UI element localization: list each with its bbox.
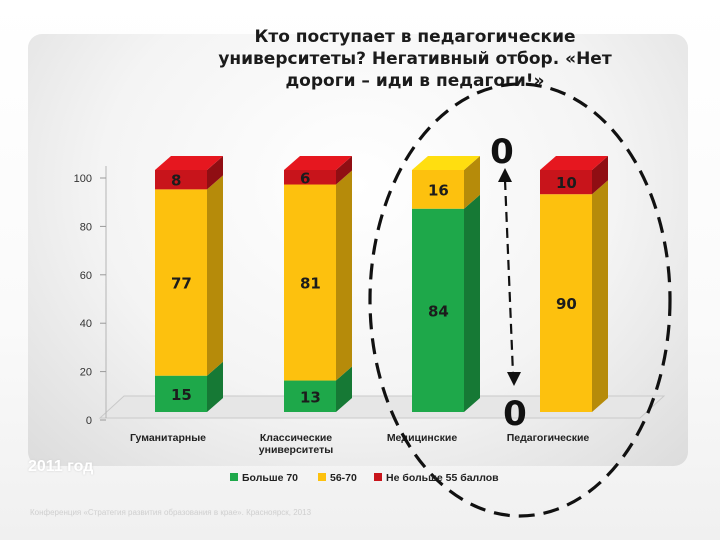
legend-swatch — [374, 473, 382, 481]
bar-top-cap — [284, 156, 352, 170]
bar-segment-side — [336, 366, 352, 412]
data-label: 16 — [428, 181, 449, 199]
title-line-1: Кто поступает в педагогические — [254, 27, 576, 47]
bar-segment-side — [207, 156, 223, 190]
bar-top-cap — [412, 156, 480, 170]
legend-swatch — [230, 473, 238, 481]
bar-segment — [540, 194, 592, 412]
bar-segment-side — [207, 175, 223, 376]
bar-segment-side — [592, 180, 608, 412]
bar-segment-side — [592, 156, 608, 195]
category-label: Классические — [260, 432, 332, 444]
bar-segment-side — [464, 194, 480, 412]
data-label: 10 — [556, 174, 577, 192]
y-tick-label: 100 — [74, 173, 92, 185]
data-label: 77 — [171, 275, 192, 293]
bar-segment — [284, 380, 336, 412]
zero-annotation-bottom: 0 — [503, 394, 527, 434]
data-label: 90 — [556, 295, 577, 313]
data-label: 15 — [171, 386, 192, 404]
legend-label: 56-70 — [330, 472, 357, 484]
bar-segment — [155, 189, 207, 376]
legend-label: Не больше 55 баллов — [386, 472, 499, 484]
bar-segment — [412, 208, 464, 412]
bar-segment-side — [336, 170, 352, 381]
bar-segment — [155, 170, 207, 190]
data-labels: 15 77 8 13 81 6 84 16 90 10 — [171, 169, 577, 406]
dashed-ellipse — [368, 82, 672, 518]
bar-segment — [412, 170, 464, 209]
y-axis: 0 20 40 60 80 100 — [74, 166, 666, 427]
legend-swatch — [318, 473, 326, 481]
data-label: 6 — [300, 169, 310, 187]
bar-segment — [284, 170, 336, 185]
bar-segment-side — [207, 361, 223, 412]
zero-annotation-top: 0 — [490, 132, 514, 172]
bar-top-cap — [155, 156, 223, 170]
bar-segment-side — [464, 156, 480, 209]
bar-segment-side — [336, 156, 352, 185]
category-label: Педагогические — [507, 432, 590, 444]
footer-source: Конференция «Стратегия развития образова… — [30, 508, 312, 517]
chart-floor — [98, 395, 666, 419]
legend: Больше 70 56-70 Не больше 55 баллов — [230, 472, 499, 484]
arrow-head-down — [507, 372, 521, 386]
category-label: Гуманитарные — [130, 432, 206, 444]
data-label: 81 — [300, 275, 321, 293]
data-label: 13 — [300, 388, 321, 406]
bar-segment — [540, 170, 592, 195]
y-tick-label: 60 — [80, 270, 92, 282]
bars — [155, 156, 608, 412]
annotations: 00 — [368, 82, 672, 518]
bar-top-cap — [540, 156, 608, 170]
category-label: университеты — [259, 444, 333, 456]
title-line-3: дороги – иди в педагоги!» — [285, 71, 545, 91]
slide-title: Кто поступает в педагогические университ… — [130, 26, 700, 92]
y-tick-label: 0 — [86, 415, 92, 427]
bar-segment — [284, 184, 336, 381]
y-tick-label: 20 — [80, 367, 92, 379]
title-line-2: университеты? Негативный отбор. «Нет — [218, 49, 612, 69]
y-tick-label: 80 — [80, 221, 92, 233]
bar-segment — [155, 375, 207, 412]
y-tick-label: 40 — [80, 318, 92, 330]
data-label: 84 — [428, 302, 449, 320]
data-label: 8 — [171, 172, 181, 190]
double-arrow-line — [503, 179, 515, 375]
footer-year: 2011 год — [28, 458, 94, 475]
legend-label: Больше 70 — [242, 472, 298, 484]
category-label: Медицинские — [387, 432, 458, 444]
arrow-head-up — [498, 168, 512, 182]
